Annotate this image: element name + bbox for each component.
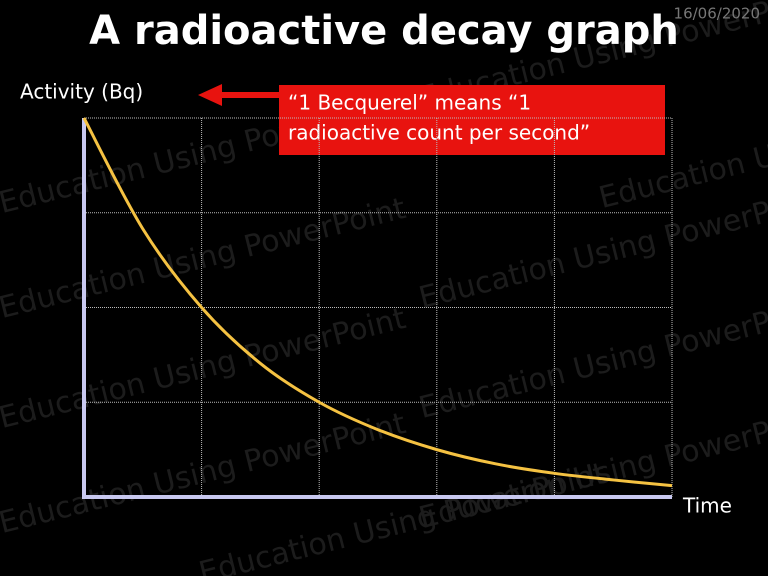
title: A radioactive decay graph (89, 8, 679, 54)
annotation-arrow (198, 84, 279, 106)
annotation-box (279, 85, 665, 155)
y-axis-label: Activity (Bq) (20, 80, 143, 104)
annotation-line: “1 Becquerel” means “1 (288, 91, 531, 115)
annotation-line: radioactive count per second” (288, 121, 590, 145)
decay-curve (82, 117, 673, 488)
date: 16/06/2020 (674, 5, 760, 23)
x-axis-label: Time (682, 494, 732, 518)
